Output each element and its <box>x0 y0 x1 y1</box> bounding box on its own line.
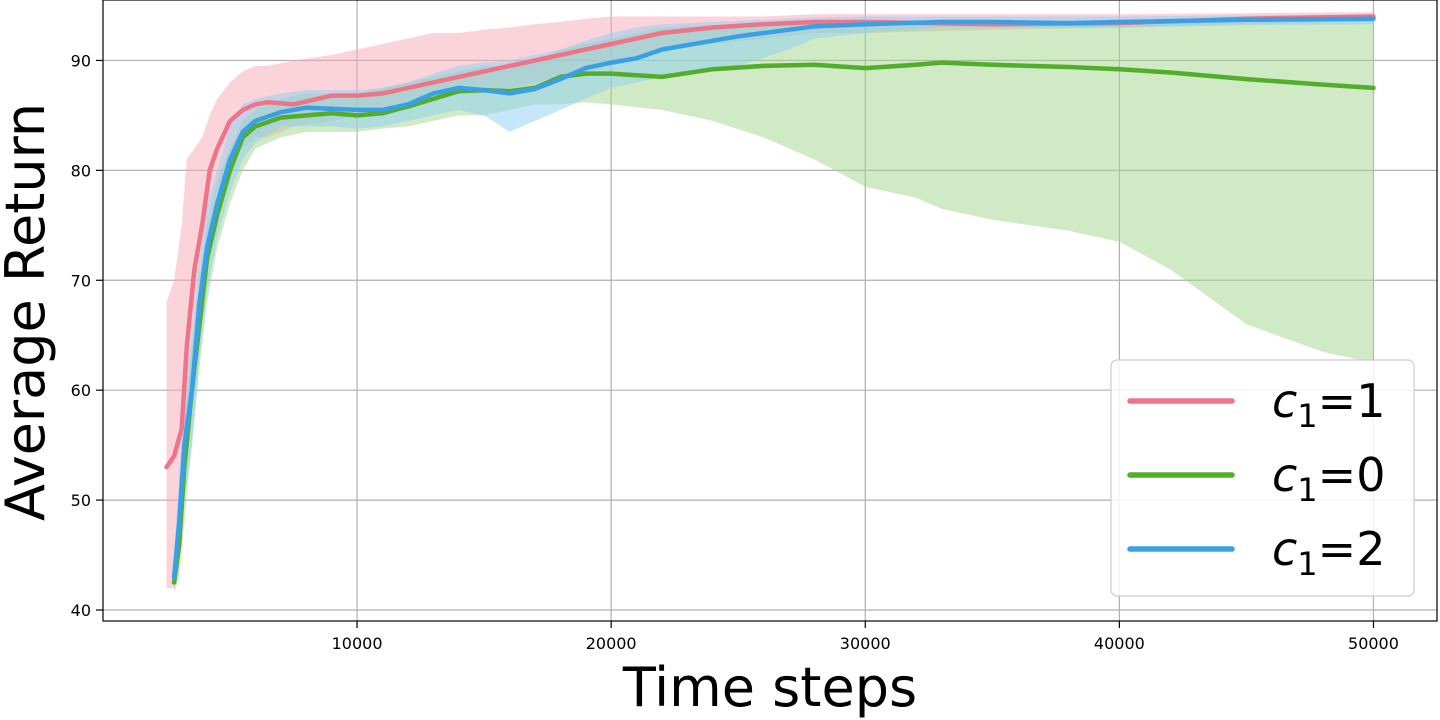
legend-box <box>1110 359 1415 597</box>
x-tick-label: 10000 <box>332 634 383 653</box>
x-axis-ticks: 10000 20000 30000 40000 50000 <box>332 621 1399 653</box>
x-axis-label: Time steps <box>622 656 917 719</box>
y-tick-label: 40 <box>71 601 91 620</box>
y-tick-label: 70 <box>71 271 91 290</box>
band-c1=1 <box>166 12 1374 589</box>
band-c1=0 <box>174 18 1374 594</box>
legend-item-c1=2: c1=2 <box>1127 522 1385 583</box>
legend-label: c1=0 <box>1272 448 1385 509</box>
legend-item-c1=1: c1=1 <box>1127 374 1385 435</box>
y-axis-ticks: 40 50 60 70 80 90 <box>71 51 103 620</box>
legend: c1=1 c1=0 c1=2 <box>1110 359 1415 597</box>
legend-label: c1=1 <box>1272 374 1385 435</box>
y-tick-label: 90 <box>71 51 91 70</box>
line-c1=1 <box>164 14 1376 470</box>
y-tick-label: 80 <box>71 161 91 180</box>
plot-frame <box>102 0 1438 622</box>
y-tick-label: 50 <box>71 491 91 510</box>
confidence-bands <box>166 12 1374 594</box>
y-axis-label: Average Return <box>0 103 57 521</box>
x-tick-label: 50000 <box>1348 634 1399 653</box>
line-c1=2 <box>171 16 1376 580</box>
x-tick-label: 20000 <box>586 634 637 653</box>
legend-item-c1=0: c1=0 <box>1127 448 1385 509</box>
x-tick-label: 40000 <box>1094 634 1145 653</box>
y-tick-label: 60 <box>71 381 91 400</box>
series-lines <box>164 14 1376 585</box>
legend-label: c1=2 <box>1272 522 1385 583</box>
x-tick-label: 30000 <box>840 634 891 653</box>
